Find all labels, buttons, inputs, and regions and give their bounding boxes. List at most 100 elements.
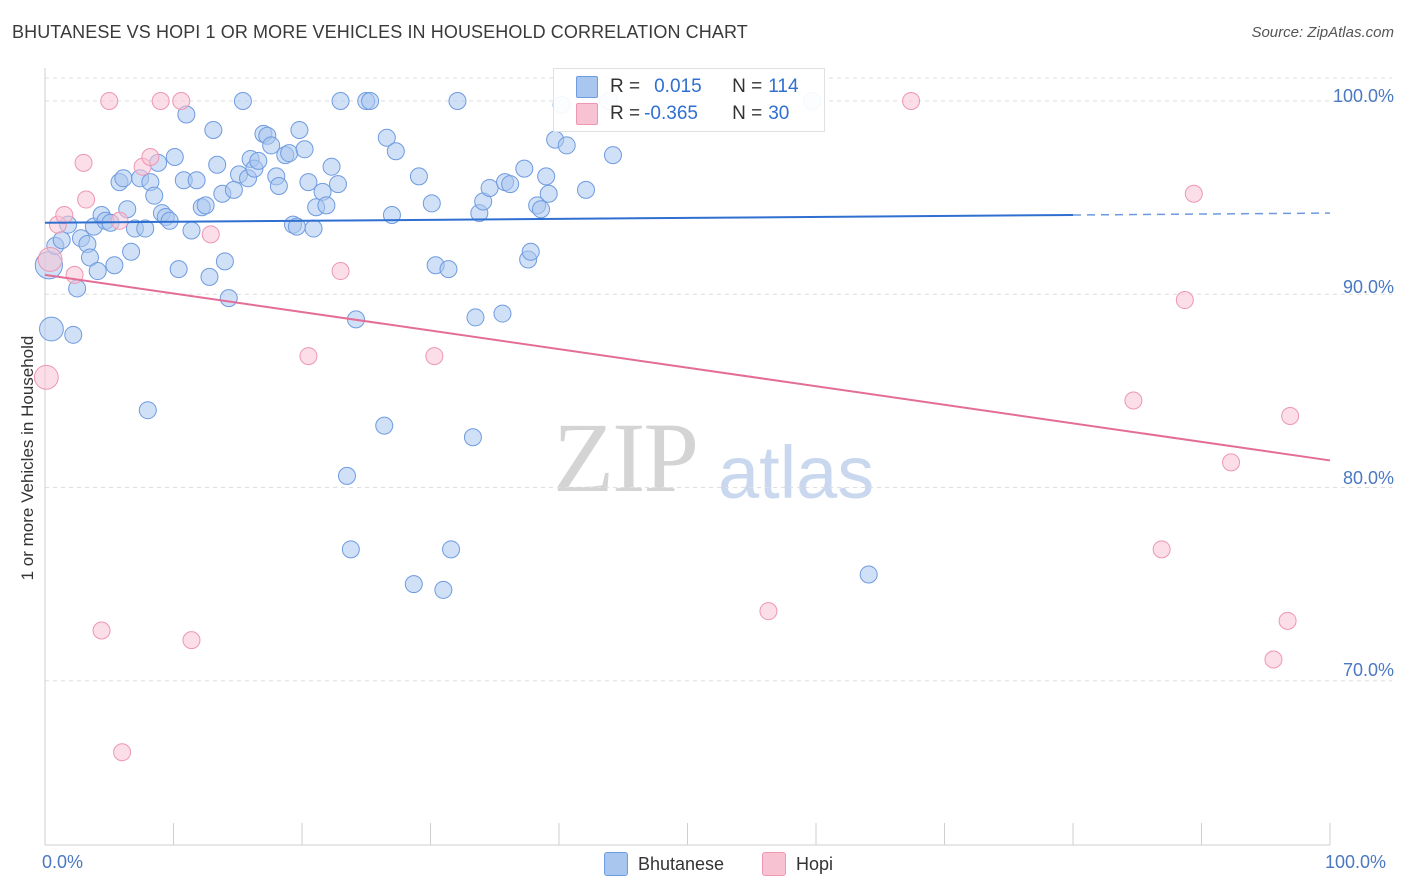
bhutanese-point (105, 256, 124, 275)
bhutanese-point (532, 200, 551, 219)
watermark-zip: ZIP (553, 402, 699, 513)
y-tick-label: 80.0% (1342, 468, 1394, 488)
bhutanese-point (434, 580, 453, 599)
bhutanese-point (859, 565, 878, 584)
legend-n-value: 30 (768, 103, 790, 124)
series-legend-label: Bhutanese (638, 853, 725, 874)
bhutanese-point (515, 159, 534, 178)
bhutanese-point (215, 252, 234, 271)
hopi-point (37, 247, 63, 272)
bhutanese-point (331, 91, 350, 110)
bhutanese-point (39, 316, 64, 342)
chart-title: BHUTANESE VS HOPI 1 OR MORE VEHICLES IN … (12, 22, 748, 42)
hopi-point (113, 743, 132, 762)
bhutanese-point (341, 540, 360, 559)
correlation-legend: R = 0.015 N = 114 R = -0.365 N = 30 (553, 68, 825, 132)
trend-layer (44, 212, 1331, 462)
hopi-point (92, 621, 111, 640)
y-tick-label: 70.0% (1342, 660, 1394, 680)
bhutanese-point (204, 120, 223, 139)
bhutanese-point (377, 128, 396, 147)
bhutanese-point (442, 540, 461, 559)
hopi-point (110, 211, 129, 230)
series-legend-bhutanese[interactable]: Bhutanese (604, 852, 724, 876)
bhutanese-point (182, 221, 201, 240)
hopi-legend-swatch (762, 852, 786, 876)
bhutanese-point (557, 136, 576, 155)
bhutanese-point (145, 186, 164, 205)
bhutanese-point (224, 180, 243, 199)
hopi-point (1124, 391, 1143, 410)
bhutanese-point (375, 416, 394, 435)
hopi-point (141, 148, 160, 167)
bhutanese-point (521, 242, 540, 261)
legend-n-value: 114 (768, 76, 799, 97)
bhutanese-point (493, 304, 512, 323)
bhutanese-point (249, 151, 268, 170)
hopi-point (74, 153, 93, 172)
hopi-point (299, 347, 318, 366)
bhutanese-point (136, 219, 155, 238)
bhutanese-point (208, 155, 227, 174)
bhutanese-point (463, 428, 482, 447)
legend-r-label: R = (610, 103, 641, 124)
bhutanese-point (448, 91, 467, 110)
legend-r-label: R = (610, 76, 641, 97)
bhutanese-point (280, 144, 299, 163)
hopi-point (331, 262, 350, 281)
hopi-swatch (576, 103, 598, 125)
bhutanese-point (290, 120, 309, 139)
legend-r-value: -0.365 (644, 103, 698, 124)
bhutanese-point (480, 178, 499, 197)
x-tick-label-min: 0.0% (42, 852, 84, 872)
bhutanese-point (196, 196, 215, 215)
hopi-point (1278, 611, 1297, 630)
bhutanese-point (539, 184, 558, 203)
bhutanese-trendline-extension (1072, 212, 1331, 216)
bhutanese-point (576, 180, 595, 199)
hopi-point (33, 364, 59, 390)
bhutanese-legend-swatch (604, 852, 628, 876)
watermark-atlas: atlas (718, 431, 875, 514)
bhutanese-point (262, 136, 281, 155)
series-legend-hopi[interactable]: Hopi (762, 852, 833, 876)
hopi-point (1175, 291, 1194, 310)
points-layer (33, 91, 1300, 762)
bhutanese-point (299, 173, 318, 192)
bhutanese-point (165, 148, 184, 167)
hopi-point (759, 602, 778, 621)
hopi-point (902, 91, 921, 110)
bhutanese-point (501, 175, 520, 194)
bhutanese-point (233, 91, 252, 110)
hopi-point (425, 347, 444, 366)
hopi-trendline (44, 273, 1331, 462)
hopi-point (182, 631, 201, 650)
bhutanese-point (337, 466, 356, 485)
hopi-point (1264, 650, 1283, 669)
bhutanese-point (422, 194, 441, 213)
bhutanese-point (219, 289, 238, 308)
hopi-point (1222, 453, 1241, 472)
bhutanese-point (169, 260, 188, 279)
hopi-point (1184, 184, 1203, 203)
legend-n-label: N = (732, 76, 763, 97)
hopi-point (100, 91, 119, 110)
bhutanese-point (187, 171, 206, 190)
bhutanese-point (404, 575, 423, 594)
hopi-point (172, 91, 191, 110)
bhutanese-point (328, 175, 347, 194)
series-legend: Bhutanese Hopi (0, 852, 1406, 878)
x-tick-label-max: 100.0% (1325, 852, 1387, 872)
bhutanese-trendline (44, 214, 1074, 224)
axis-layer (44, 68, 1331, 846)
legend-row-hopi: R = -0.365 N = 30 (576, 102, 789, 126)
bhutanese-point (80, 248, 99, 267)
bhutanese-point (88, 262, 107, 281)
bhutanese-swatch (576, 76, 598, 98)
hopi-point (1281, 406, 1300, 425)
bhutanese-point (52, 231, 71, 250)
bhutanese-point (603, 146, 622, 165)
hopi-point (77, 190, 96, 209)
hopi-point (1152, 540, 1171, 559)
